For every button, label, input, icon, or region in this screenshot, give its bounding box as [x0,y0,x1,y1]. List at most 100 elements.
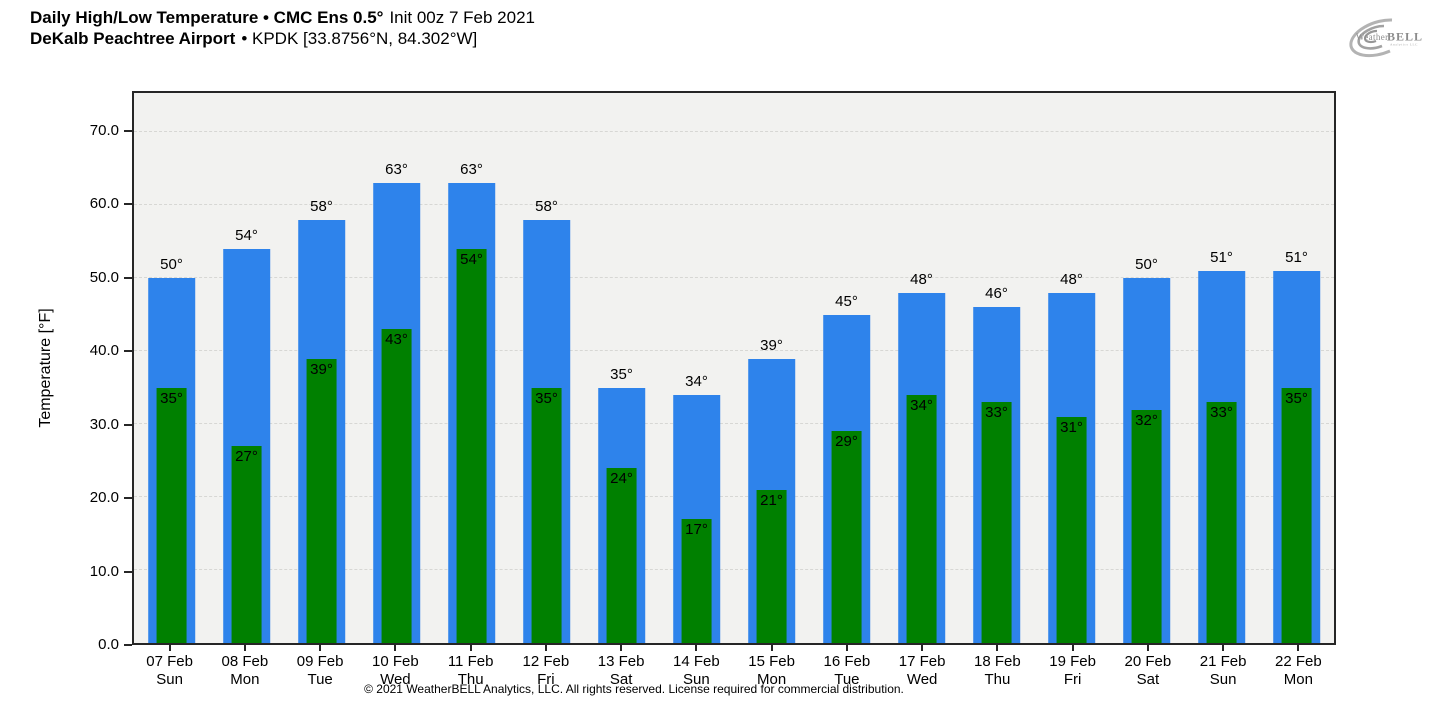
low-temp-bar [906,395,937,643]
x-category-label: 18 Feb Thu [960,653,1035,689]
category-date: 09 Feb [296,653,344,670]
category-day: Fri [1063,671,1082,688]
category-day: Sun [1209,671,1237,688]
title-line-1: Daily High/Low Temperature • CMC Ens 0.5… [30,7,535,28]
bar-group: 54° 27° [209,93,284,643]
x-category-label: 09 Feb Tue [283,653,358,689]
y-tick-label: 40.0 [89,342,119,360]
gridline [134,496,1334,498]
bar-group: 34° 17° [659,93,734,643]
category-day: Wed [380,671,411,688]
low-temp-bar [1281,387,1312,643]
y-tick-mark [124,497,132,500]
category-date: 19 Feb [1049,653,1096,670]
x-tick-mark [996,645,999,651]
x-tick-mark [1222,645,1225,651]
station-coordinates: • KPDK [33.8756°N, 84.302°W] [241,29,478,48]
plot-area: 50° 35° 54° 27° 58° 39° 63° 43° 63° 54° 58° 35° 35° 2… [132,91,1336,645]
low-value-label: 35° [1285,389,1308,407]
low-value-label: 32° [1135,411,1158,429]
x-tick-mark [469,645,472,651]
station-name: DeKalb Peachtree Airport [30,29,236,48]
gridline [134,350,1334,352]
x-category-label: 22 Feb Mon [1261,653,1336,689]
low-temp-bar [831,431,862,643]
high-value-label: 51° [1285,248,1308,266]
x-category-label: 10 Feb Wed [358,653,433,689]
x-tick-mark [319,645,322,651]
title-line-2: DeKalb Peachtree Airport • KPDK [33.8756°… [30,28,535,49]
bar-group: 63° 54° [434,93,509,643]
low-temp-bar [1131,409,1162,643]
low-value-label: 35° [160,389,183,407]
category-day: Mon [1283,671,1313,688]
category-date: 17 Feb [898,653,946,670]
low-value-label: 54° [460,251,483,269]
x-tick-mark [1071,645,1074,651]
low-temp-bar [756,489,787,643]
y-tick-mark [124,203,132,206]
x-tick-mark [845,645,848,651]
high-value-label: 46° [985,285,1008,303]
category-day: Mon [757,671,787,688]
high-value-label: 48° [910,270,933,288]
category-date: 20 Feb [1124,653,1172,670]
low-temp-bar [1206,402,1237,643]
category-date: 11 Feb [447,653,494,670]
bar-group: 48° 34° [884,93,959,643]
bar-group: 50° 35° [134,93,209,643]
chart-header: Daily High/Low Temperature • CMC Ens 0.5… [30,7,535,49]
low-value-label: 17° [685,521,708,538]
category-date: 15 Feb [748,653,795,670]
category-date: 07 Feb [146,653,193,670]
bar-group: 35° 24° [584,93,659,643]
category-day: Sun [683,671,710,688]
low-temp-bar [306,358,337,643]
bar-group: 45° 29° [809,93,884,643]
high-value-label: 51° [1210,248,1233,266]
copyright-notice: © 2021 WeatherBELL Analytics, LLC. All r… [364,682,904,696]
category-date: 12 Feb [522,653,570,670]
gridline [134,131,1334,133]
low-temp-bar [531,387,562,643]
low-value-label: 43° [385,331,408,349]
low-temp-bar [231,446,262,643]
logo-brand-right-text: BELL [1387,30,1423,44]
x-category-label: 19 Feb Fri [1035,653,1110,689]
y-tick-label: 50.0 [89,268,119,286]
category-date: 13 Feb [597,653,645,670]
gridline [134,423,1334,425]
category-date: 21 Feb [1199,653,1247,670]
low-value-label: 35° [535,389,558,407]
y-axis-title: Temperature [°F] [37,308,54,428]
x-tick-mark [620,645,623,651]
x-tick-mark [168,645,171,651]
swirl-icon [1349,18,1393,58]
high-value-label: 39° [760,336,783,354]
y-tick-label: 0.0 [98,636,119,653]
x-category-label: 21 Feb Sun [1186,653,1261,689]
title-main: Daily High/Low Temperature • CMC Ens 0.5… [30,8,384,27]
y-tick-label: 70.0 [89,121,119,139]
category-day: Wed [906,671,938,688]
weatherbell-logo: Weather BELL Analytics LLC [1349,18,1423,58]
low-value-label: 27° [235,448,258,466]
x-category-label: 14 Feb Sun [659,653,734,689]
category-day: Mon [230,671,260,688]
logo-tagline-text: Analytics LLC [1390,43,1418,47]
x-category-label: 08 Feb Mon [207,653,282,689]
high-value-label: 50° [160,256,183,274]
y-tick-mark [124,423,132,426]
high-value-label: 45° [835,292,858,310]
category-day: Sun [156,671,183,688]
x-tick-mark [394,645,397,651]
logo-brand-left-text: Weather [1356,32,1389,42]
high-value-label: 34° [685,373,708,390]
category-day: Sat [1136,671,1160,688]
category-date: 16 Feb [823,653,871,670]
x-category-label: 07 Feb Sun [132,653,207,689]
chart-area: 50° 35° 54° 27° 58° 39° 63° 43° 63° 54° 58° 35° 35° 2… [90,91,1336,688]
high-value-label: 63° [385,161,408,179]
low-value-label: 24° [610,469,633,487]
